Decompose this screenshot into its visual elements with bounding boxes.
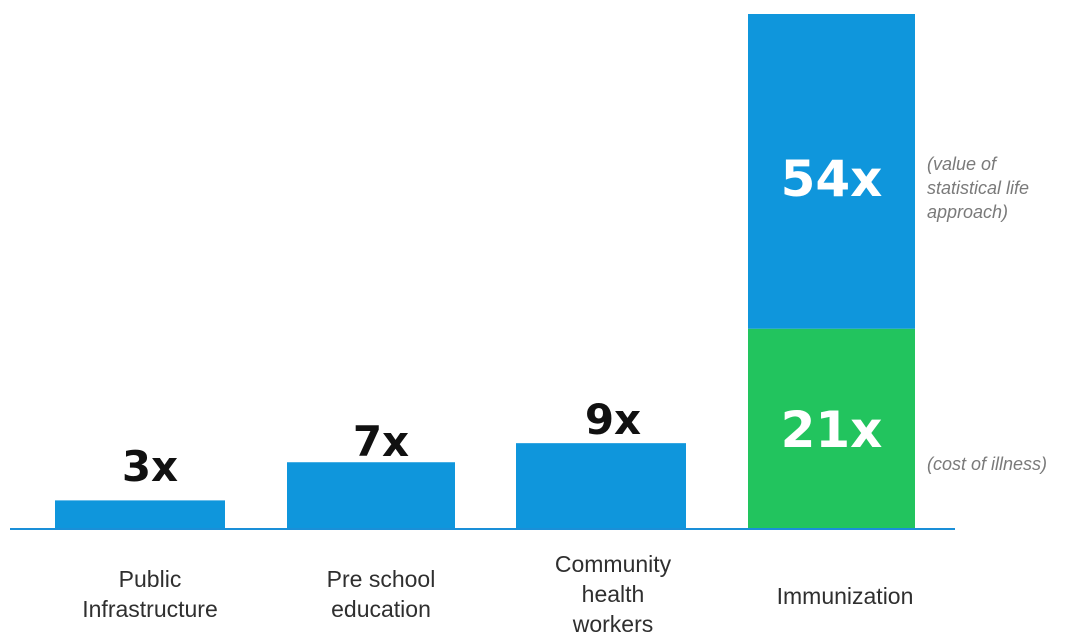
category-label-community-health-workers-line-1: Community: [555, 551, 672, 577]
category-label-community-health-workers-line-2: health: [582, 581, 645, 607]
annotation-immunization-segment-2-line-1: (value of: [927, 154, 998, 174]
category-label-pre-school-education-line-1: Pre school: [327, 566, 436, 592]
category-label-pre-school-education-line-2: education: [331, 596, 431, 622]
category-label-public-infrastructure-line-2: Infrastructure: [82, 596, 218, 622]
category-label-community-health-workers-line-3: workers: [572, 611, 654, 635]
value-label-immunization-segment-1: 21x: [781, 401, 883, 459]
category-label-public-infrastructure-line-1: Public: [119, 566, 182, 592]
annotation-immunization-segment-2-line-2: statistical life: [927, 178, 1029, 198]
value-label-pre-school-education: 7x: [353, 417, 409, 466]
value-label-community-health-workers: 9x: [585, 395, 641, 444]
bar-immunization-segment-1: [748, 328, 915, 529]
annotation-immunization-segment-2-line-3: approach): [927, 202, 1008, 222]
value-label-immunization-segment-2: 54x: [781, 150, 883, 208]
annotation-immunization-segment-1-line-1: (cost of illness): [927, 454, 1047, 474]
bar-public-infrastructure: [55, 500, 225, 529]
bar-immunization-segment-2: [748, 14, 915, 329]
category-label-immunization-line-1: Immunization: [777, 583, 914, 609]
value-label-public-infrastructure: 3x: [122, 442, 178, 491]
bar-pre-school-education: [287, 462, 455, 529]
bar-community-health-workers: [516, 443, 686, 529]
